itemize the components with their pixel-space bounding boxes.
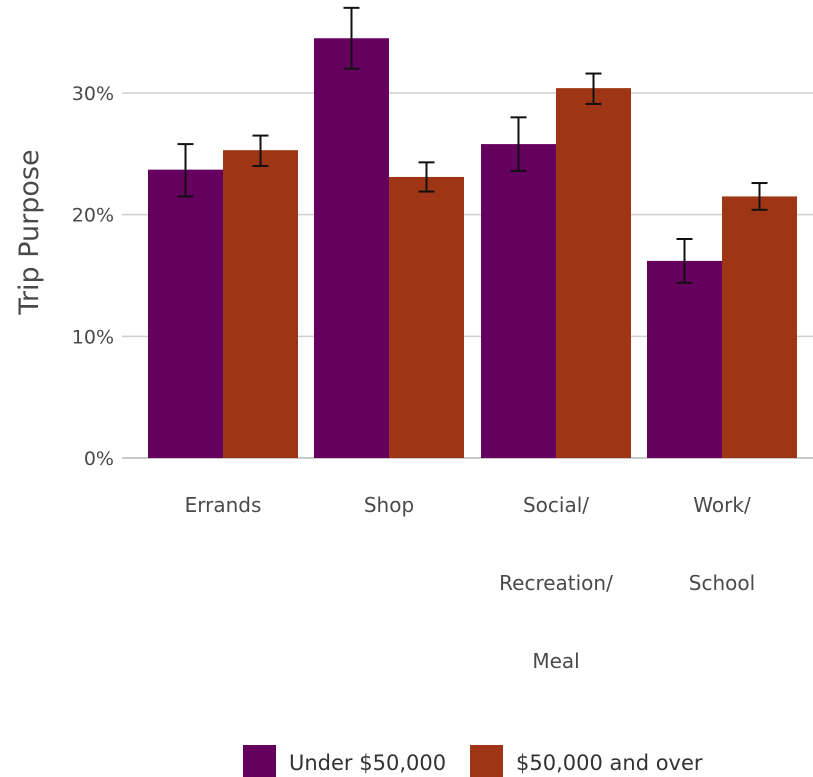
bar — [389, 176, 464, 458]
legend-label: Under $50,000 — [289, 751, 446, 775]
error-bar — [343, 6, 360, 70]
category-label: Shop — [364, 493, 414, 517]
bar — [223, 150, 298, 458]
y-tick-label: 20% — [72, 205, 114, 227]
error-bars — [177, 6, 768, 284]
bar — [556, 88, 631, 458]
error-bar — [418, 161, 435, 193]
y-tick-label: 0% — [84, 448, 114, 470]
legend-swatch — [470, 745, 503, 777]
error-bar — [585, 72, 602, 105]
category-label: Errands — [185, 493, 262, 517]
y-tick-label: 30% — [72, 83, 114, 105]
bar — [722, 196, 797, 458]
y-axis-label: Trip Purpose — [14, 149, 45, 315]
bar — [481, 144, 556, 458]
error-bar — [177, 143, 194, 198]
bar — [314, 38, 389, 458]
y-tick-labels: 0% 10% 20% 30% — [72, 83, 114, 470]
category-label: Recreation/ — [499, 571, 613, 595]
category-label: Work/ — [693, 493, 751, 517]
error-bar — [751, 182, 768, 211]
bar — [647, 260, 722, 458]
legend: Under $50,000 $50,000 and over — [243, 745, 703, 777]
bars — [148, 38, 797, 458]
category-label: Social/ — [523, 493, 589, 517]
bar — [148, 169, 223, 458]
error-bar — [510, 116, 527, 172]
legend-swatch — [243, 745, 276, 777]
legend-label: $50,000 and over — [516, 751, 703, 775]
error-bar — [252, 134, 269, 167]
category-labels: Errands Shop Social/Recreation/Meal Work/Sc… — [185, 493, 756, 673]
category-label: School — [689, 571, 755, 595]
error-bar — [676, 238, 693, 284]
y-tick-label: 10% — [72, 326, 114, 348]
category-label: Meal — [532, 649, 579, 673]
